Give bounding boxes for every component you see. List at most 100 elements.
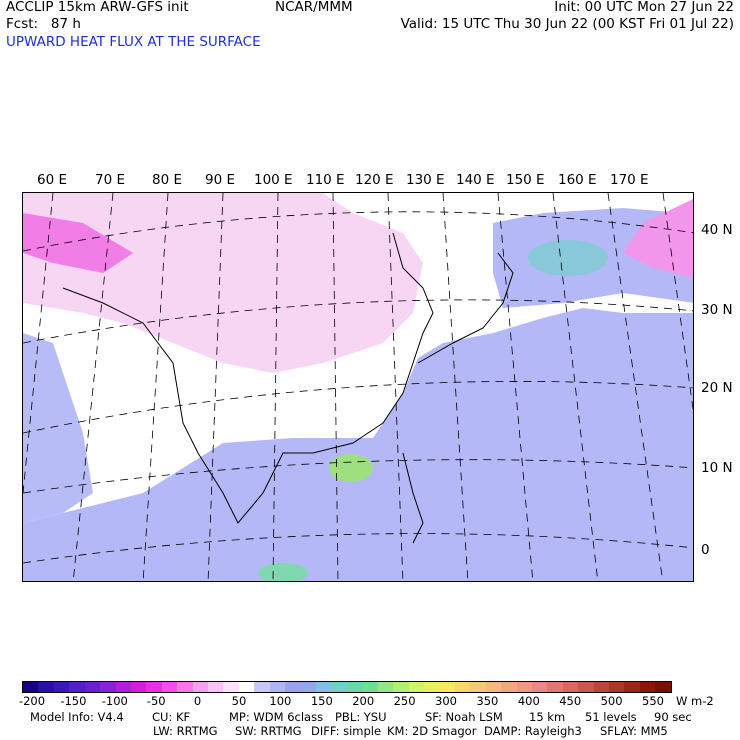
- arabian-sea-flux-region: [23, 333, 93, 523]
- colorbar-swatch: [269, 682, 286, 692]
- colorbar-swatch: [454, 682, 471, 692]
- colorbar-swatch: [316, 682, 332, 692]
- model-info-item: 51 levels: [585, 710, 637, 724]
- meridian-130e: [442, 193, 469, 581]
- longitude-label: 160 E: [558, 172, 597, 188]
- colorbar-swatch: [439, 682, 455, 692]
- forecast-hour: Fcst: 87 h: [6, 16, 81, 32]
- colorbar-tick-label: 300: [435, 694, 457, 708]
- parallel-20n: [23, 381, 693, 434]
- center-label: NCAR/MMM: [275, 0, 353, 15]
- model-info-item: SF: Noah LSM: [425, 710, 503, 724]
- asia-coastline: [62, 232, 434, 524]
- colorbar-swatch: [130, 682, 147, 692]
- colorbar-swatch: [238, 682, 255, 692]
- colorbar-swatch: [146, 682, 162, 692]
- colorbar-swatch: [84, 682, 101, 692]
- model-info-item: DIFF: simple: [311, 724, 382, 738]
- heat-flux-map: [23, 193, 693, 581]
- meridian-120e: [387, 193, 404, 581]
- colorbar-swatch: [423, 682, 440, 692]
- colorbar-swatch: [408, 682, 424, 692]
- colorbar-tick-label: 0: [193, 694, 202, 708]
- colorbar-swatch: [300, 682, 317, 692]
- colorbar-swatch: [115, 682, 131, 692]
- init-time: Init: 00 UTC Mon 27 Jun 22: [554, 0, 734, 15]
- latitude-label: 10 N: [701, 460, 733, 476]
- parallel-10n: [23, 459, 693, 494]
- colorbar-swatch: [208, 682, 224, 692]
- model-title: ACCLIP 15km ARW-GFS init: [6, 0, 189, 15]
- latitude-label: 30 N: [701, 302, 733, 318]
- ocean-flux-region: [23, 308, 693, 581]
- colorbar-swatch: [192, 682, 209, 692]
- colorbar-tick-label: 250: [393, 694, 416, 708]
- meridian-70e: [72, 193, 114, 581]
- colorbar-swatch: [377, 682, 394, 692]
- colorbar-tick-label: 100: [269, 694, 292, 708]
- meridian-90e: [207, 193, 224, 581]
- colorbar-swatch: [69, 682, 85, 692]
- colorbar-swatch: [393, 682, 409, 692]
- colorbar-tick-label: 550: [642, 694, 664, 708]
- colorbar-swatch: [485, 682, 502, 692]
- colorbar-swatch: [593, 682, 610, 692]
- model-info-item: MP: WDM 6class: [229, 710, 324, 724]
- meridian-160e: [607, 193, 664, 581]
- model-info-item: CU: KF: [152, 710, 191, 724]
- pacific-negative-flux: [623, 198, 693, 278]
- model-info-item: SW: RRTMG: [235, 724, 302, 738]
- colorbar-swatch: [655, 682, 671, 692]
- colorbar-swatch: [639, 682, 656, 692]
- colorbar-swatch: [285, 682, 301, 692]
- colorbar-swatch: [470, 682, 486, 692]
- japan-coastline: [417, 252, 514, 364]
- meridian-140e: [497, 193, 534, 581]
- colorbar-swatch: [254, 682, 270, 692]
- colorbar-swatch: [53, 682, 70, 692]
- colorbar-swatch: [609, 682, 625, 692]
- model-info-item: KM: 2D Smagor: [387, 724, 477, 738]
- field-title: UPWARD HEAT FLUX AT THE SURFACE: [6, 34, 261, 50]
- longitude-label: 130 E: [406, 172, 445, 188]
- colorbar-tick-label: -50: [146, 694, 166, 708]
- meridian-100e: [272, 193, 279, 581]
- longitude-label: 140 E: [456, 172, 495, 188]
- colorbar-tick-label: 350: [476, 694, 499, 708]
- graticule: [23, 193, 693, 581]
- parallel-30n: [23, 299, 693, 344]
- colorbar: [22, 681, 672, 693]
- colorbar-swatch: [531, 682, 548, 692]
- parallel-0: [23, 533, 693, 564]
- valid-time: Valid: 15 UTC Thu 30 Jun 22 (00 KST Fri …: [400, 16, 734, 32]
- longitude-label: 100 E: [254, 172, 293, 188]
- parallel-40n: [23, 211, 693, 252]
- longitude-label: 80 E: [152, 172, 182, 188]
- colorbar-swatch: [331, 682, 347, 692]
- colorbar-tick-label: 50: [231, 694, 247, 708]
- colorbar-swatch: [624, 682, 640, 692]
- colorbar-swatch: [161, 682, 178, 692]
- colorbar-tick-label: 500: [600, 694, 623, 708]
- colorbar-swatch: [516, 682, 532, 692]
- colorbar-tick-label: -100: [101, 694, 128, 708]
- longitude-label: 120 E: [355, 172, 394, 188]
- model-info-item: SFLAY: MM5: [600, 724, 668, 738]
- philippines-coastline: [402, 452, 424, 544]
- colorbar-swatch: [547, 682, 563, 692]
- colorbar-tick-label: 400: [517, 694, 540, 708]
- pacific-flux-maximum: [528, 240, 608, 276]
- latitude-label: 40 N: [701, 222, 733, 238]
- longitude-label: 70 E: [95, 172, 125, 188]
- java-sea-flux-maximum: [258, 563, 308, 581]
- colorbar-swatch: [23, 682, 39, 692]
- colorbar-swatch: [346, 682, 363, 692]
- model-info-item: 15 km: [529, 710, 566, 724]
- latitude-label: 0: [701, 542, 710, 558]
- longitude-label: 60 E: [37, 172, 67, 188]
- colorbar-swatch: [100, 682, 116, 692]
- model-info-item: 90 sec: [654, 710, 692, 724]
- model-info-item: PBL: YSU: [335, 710, 387, 724]
- colorbar-units: W m-2: [676, 694, 714, 708]
- meridian-150e: [552, 193, 599, 581]
